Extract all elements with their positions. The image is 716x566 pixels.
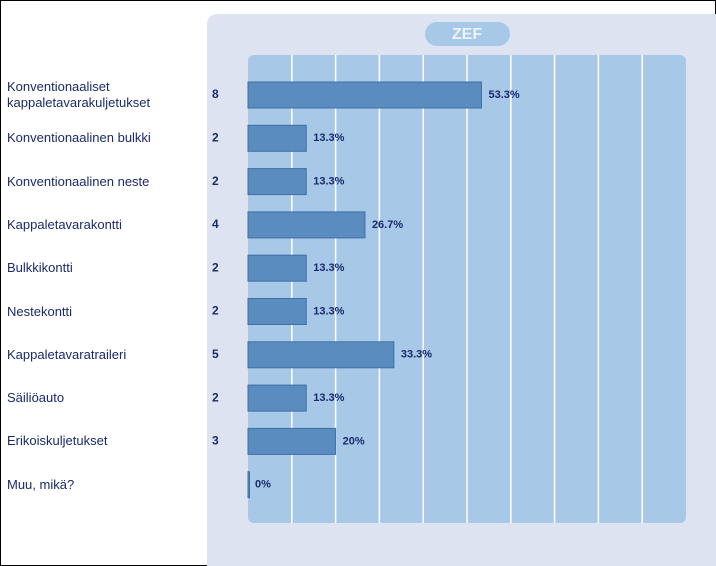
logo: ZEF [452,26,482,43]
value-label: 26.7% [372,219,403,231]
category-label: Konventionaaliset kappaletavarakuljetuks… [7,79,151,110]
bar [247,341,395,369]
category-label: Bulkkikontti [7,260,73,276]
count-label: 2 [212,390,219,404]
count-label: 2 [212,130,219,144]
value-label: 13.3% [313,132,344,144]
value-label: 13.3% [313,262,344,274]
count-label: 2 [212,174,219,188]
value-label: 13.3% [313,392,344,404]
category-label: Nestekontti [7,303,73,319]
bar [247,211,366,239]
count-label: 5 [212,347,219,361]
count-label: 3 [212,434,219,448]
category-label: Muu, mikä? [7,476,75,492]
value-label: 53.3% [488,89,519,101]
count-label: 4 [212,217,219,231]
bar [247,427,337,455]
category-label: Säiliöauto [7,390,65,406]
bar [247,384,307,412]
value-label: 0% [255,479,271,491]
category-label: Erikoiskuljetukset [7,433,108,449]
bar [247,124,307,152]
bar [247,254,307,282]
value-label: 33.3% [401,349,432,361]
category-label: Kappaletavaratraileri [7,346,127,362]
value-label: 13.3% [313,176,344,188]
bar [247,81,482,109]
count-label: 2 [212,260,219,274]
value-label: 20% [343,435,365,447]
bar [247,168,307,196]
category-label: Kappaletavarakontti [7,216,122,232]
bar [247,298,307,325]
category-label: Konventionaalinen neste [7,173,150,189]
count-label: 8 [212,87,219,101]
value-label: 13.3% [313,305,344,317]
logo-pill [425,22,510,46]
count-label: 2 [212,304,219,318]
bar [247,471,250,499]
category-label: Konventionaalinen bulkki [7,130,151,146]
